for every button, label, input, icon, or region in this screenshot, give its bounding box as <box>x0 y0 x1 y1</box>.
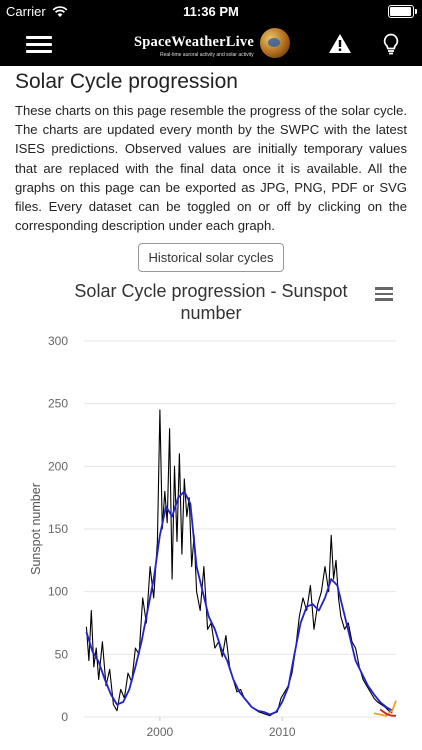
brand-logo[interactable]: SpaceWeatherLive Real-time auroral activ… <box>134 26 290 62</box>
series-line-predicted <box>373 700 397 717</box>
series-line-monthly <box>85 409 393 717</box>
historical-solar-cycles-button[interactable]: Historical solar cycles <box>138 243 284 272</box>
brand-name: SpaceWeatherLive <box>134 34 254 50</box>
series-line-smoothed <box>85 490 393 716</box>
y-axis-label: Sunspot number <box>29 483 43 575</box>
y-tick-label: 150 <box>48 522 68 536</box>
battery-icon <box>388 5 417 18</box>
y-tick-label: 100 <box>48 585 68 599</box>
x-tick-label: 2000 <box>147 725 174 739</box>
page-description: These charts on this page resemble the p… <box>15 103 407 234</box>
series-line-predicted_range <box>379 708 396 717</box>
brand-tagline: Real-time auroral activity and solar act… <box>160 52 254 58</box>
y-tick-label: 200 <box>48 459 68 473</box>
sunspot-chart: 0 50 100 150 200 250 300 2000 2010 Sunspot number <box>29 334 397 739</box>
y-tick-label: 0 <box>61 710 68 724</box>
lightbulb-icon[interactable] <box>379 32 403 56</box>
alert-icon[interactable] <box>328 32 352 56</box>
globe-icon <box>260 28 290 58</box>
app-header: SpaceWeatherLive Real-time auroral activ… <box>0 22 422 66</box>
y-tick-label: 50 <box>55 647 69 661</box>
chart-menu-icon[interactable] <box>375 287 393 301</box>
wifi-icon <box>52 5 68 17</box>
y-tick-label: 300 <box>48 334 68 348</box>
page-title: Solar Cycle progression <box>15 70 238 93</box>
battery-fill <box>390 7 411 16</box>
status-bar: Carrier 11:36 PM <box>0 0 422 22</box>
y-tick-label: 250 <box>48 397 68 411</box>
menu-icon[interactable] <box>26 34 52 54</box>
status-time: 11:36 PM <box>183 4 239 19</box>
x-tick-label: 2010 <box>269 725 296 739</box>
carrier-label: Carrier <box>6 4 46 19</box>
chart-title: Solar Cycle progression - Sunspot number <box>74 281 348 323</box>
